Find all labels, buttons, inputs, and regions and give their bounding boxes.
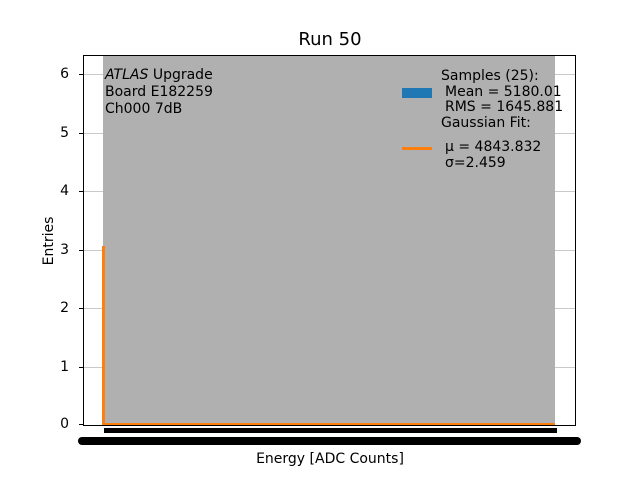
legend-rms-value: RMS = 1645.881 bbox=[445, 99, 564, 115]
legend-fit-header: Gaussian Fit: bbox=[441, 115, 531, 131]
y-tick-mark bbox=[79, 133, 83, 134]
x-tick-labels-smear bbox=[78, 437, 581, 445]
x-axis-label: Energy [ADC Counts] bbox=[256, 451, 404, 467]
info-line-2: Board E182259 bbox=[105, 84, 213, 100]
y-tick-label: 2 bbox=[60, 300, 69, 316]
plot-area: 6 5 4 3 2 1 0 ATLAS Upgrade Board E18225… bbox=[60, 55, 576, 432]
chart-title: Run 50 bbox=[298, 29, 362, 50]
y-tick-label: 6 bbox=[60, 66, 69, 82]
y-tick-label: 0 bbox=[60, 416, 69, 432]
x-tick-marks-smear bbox=[104, 428, 557, 433]
y-tick-label: 1 bbox=[60, 359, 69, 375]
info-annotation: ATLAS Upgrade Board E182259 Ch000 7dB bbox=[105, 67, 213, 118]
gaussian-fit-baseline bbox=[103, 423, 555, 425]
legend-mean-value: Mean = 5180.01 bbox=[445, 84, 562, 100]
info-line-1: ATLAS Upgrade bbox=[105, 67, 213, 84]
gaussian-fit-peak bbox=[102, 246, 105, 425]
legend-samples-header: Samples (25): bbox=[441, 68, 539, 84]
y-tick-label: 3 bbox=[60, 242, 69, 258]
y-tick-mark bbox=[79, 74, 83, 75]
y-tick-label: 4 bbox=[60, 183, 69, 199]
y-tick-mark bbox=[79, 367, 83, 368]
info-line-3: Ch000 7dB bbox=[105, 101, 183, 117]
y-tick-mark bbox=[79, 424, 83, 425]
y-tick-mark bbox=[79, 308, 83, 309]
y-tick-mark bbox=[79, 191, 83, 192]
legend-mu-value: μ = 4843.832 bbox=[445, 139, 542, 155]
y-tick-mark bbox=[79, 250, 83, 251]
histogram-fill bbox=[103, 56, 555, 424]
upgrade-label: Upgrade bbox=[148, 67, 213, 83]
samples-swatch-icon bbox=[402, 88, 432, 98]
y-axis-label: Entries bbox=[41, 216, 57, 266]
atlas-label: ATLAS bbox=[105, 67, 149, 83]
gaussian-line-icon bbox=[402, 147, 432, 150]
legend-sigma-value: σ=2.459 bbox=[445, 155, 506, 171]
legend: Samples (25): Mean = 5180.01 RMS = 1645.… bbox=[84, 56, 575, 425]
y-tick-label: 5 bbox=[60, 125, 69, 141]
